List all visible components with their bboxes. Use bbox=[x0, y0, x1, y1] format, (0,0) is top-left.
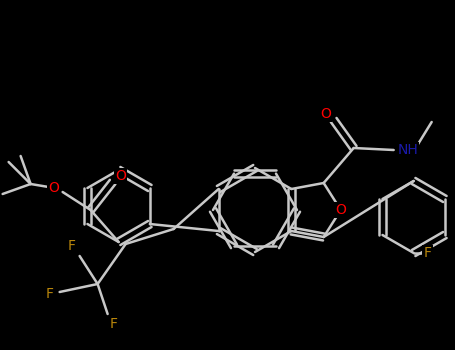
Text: O: O bbox=[115, 169, 126, 183]
Text: O: O bbox=[320, 107, 331, 121]
Text: O: O bbox=[335, 203, 346, 217]
Text: NH: NH bbox=[397, 143, 418, 157]
Text: F: F bbox=[68, 239, 76, 253]
Text: F: F bbox=[110, 317, 118, 331]
Text: F: F bbox=[46, 287, 54, 301]
Text: O: O bbox=[48, 181, 59, 195]
Text: F: F bbox=[424, 246, 432, 260]
